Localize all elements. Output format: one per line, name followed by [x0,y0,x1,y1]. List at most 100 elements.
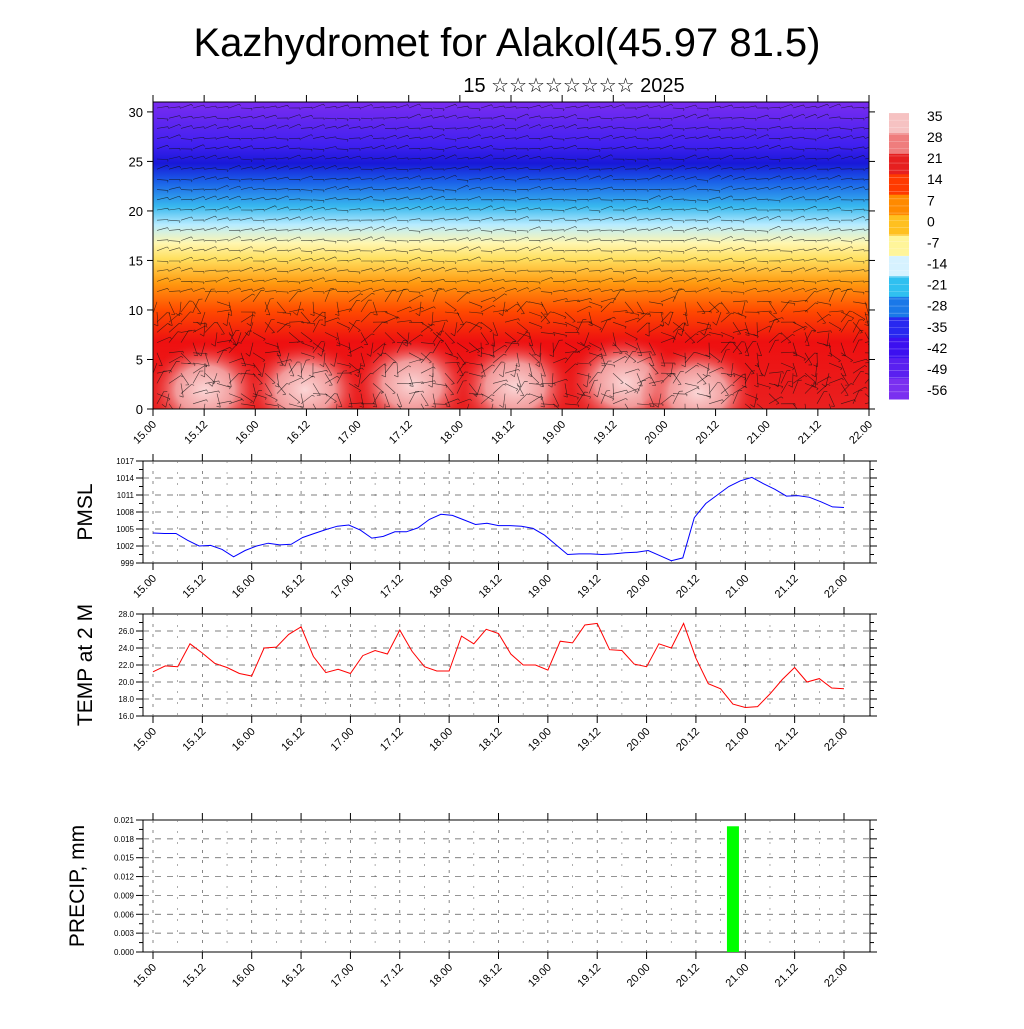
wind-barb [312,189,325,193]
wind-barb [576,175,589,180]
wind-barb [852,237,865,241]
wind-barb [732,386,748,394]
x-tick-label: 20.12 [674,726,702,754]
wind-barb [792,310,808,313]
x-tick-label: 19.00 [526,726,554,754]
wind-barb [528,168,541,172]
wind-barb [768,209,781,212]
wind-barb [852,260,865,264]
wind-barb [312,383,321,396]
wind-barb [852,208,865,212]
wind-barb [324,106,337,109]
warm-blob [457,334,573,409]
wind-barb [204,176,217,180]
wind-barb [264,267,277,272]
wind-barb [420,280,433,284]
wind-barb [444,267,457,272]
wind-barb [384,117,397,120]
wind-barb [156,323,171,333]
wind-barb [276,249,289,253]
wind-barb [852,321,863,334]
wind-barb [792,342,798,357]
wind-barb [252,115,265,119]
wind-barb [372,117,385,120]
wind-barb [828,136,841,139]
wind-barb [852,269,865,272]
wind-barb [336,393,343,407]
wind-barb [547,373,554,388]
wind-barb [672,280,685,283]
wind-barb [180,281,193,284]
wind-barb [420,323,435,333]
wind-barb [204,280,217,283]
wind-barb [491,403,494,409]
wind-barb [564,124,577,129]
wind-barb [780,126,793,129]
wind-barb [660,103,673,109]
x-tick-label: 16.12 [279,962,307,990]
wind-barb [672,165,685,170]
wind-barb [228,357,244,364]
wind-barb [245,342,254,357]
wind-barb [600,342,607,356]
wind-barb [264,218,277,221]
wind-barb [684,207,697,211]
wind-barb [456,311,464,325]
wind-barb [684,246,697,252]
wind-barb [708,157,721,161]
wind-barb [852,107,865,110]
wind-barb [246,311,254,327]
wind-barb [192,298,203,313]
wind-barb [504,383,519,392]
wind-barb [720,312,735,323]
wind-barb [600,154,613,160]
wind-barb [684,136,697,139]
wind-barb [504,303,520,313]
wind-barb [708,226,721,231]
pmsl-panel: 15.00 15.12 16.00 16.12 17.00 17.12 18.00 18.12… [74,454,877,601]
wind-barb [780,334,795,343]
wind-barb [180,228,193,232]
wind-barb [444,362,460,365]
wind-barb [516,321,529,333]
wind-barb [672,373,682,386]
colorbar-label: -35 [927,319,947,335]
wind-barb [216,156,229,160]
wind-barb [384,198,397,201]
wind-barb [672,128,685,131]
wind-barb [288,114,301,119]
wind-barb [336,240,349,244]
wind-barb [552,188,565,192]
wind-barb [864,270,869,272]
wind-barb [540,301,548,315]
wind-barb [696,287,709,292]
wind-barb [744,187,757,190]
wind-barb [852,311,866,321]
warm-blob [247,337,363,409]
wind-barb [216,217,229,221]
wind-barb [768,371,784,374]
wind-barb [720,219,733,223]
wind-barb [648,167,661,170]
wind-barb [720,147,733,150]
wind-barb [372,279,385,282]
wind-barb [312,257,325,262]
wind-barb [741,373,747,388]
wind-barb [768,383,783,389]
wind-barb [480,278,493,282]
wind-barb [336,362,351,369]
wind-barb [372,167,385,170]
wind-barb [312,207,325,211]
wind-barb [204,137,217,140]
wind-barb [600,117,613,121]
colorbar-swatch [889,215,909,237]
wind-barb [516,281,529,284]
wind-barb [420,206,433,211]
wind-barb [456,321,470,333]
wind-barb [696,114,709,119]
wind-barb [528,257,541,262]
wind-barb [768,249,781,252]
wind-barb [768,117,781,121]
wind-barb [312,155,325,160]
wind-barb [420,352,434,364]
